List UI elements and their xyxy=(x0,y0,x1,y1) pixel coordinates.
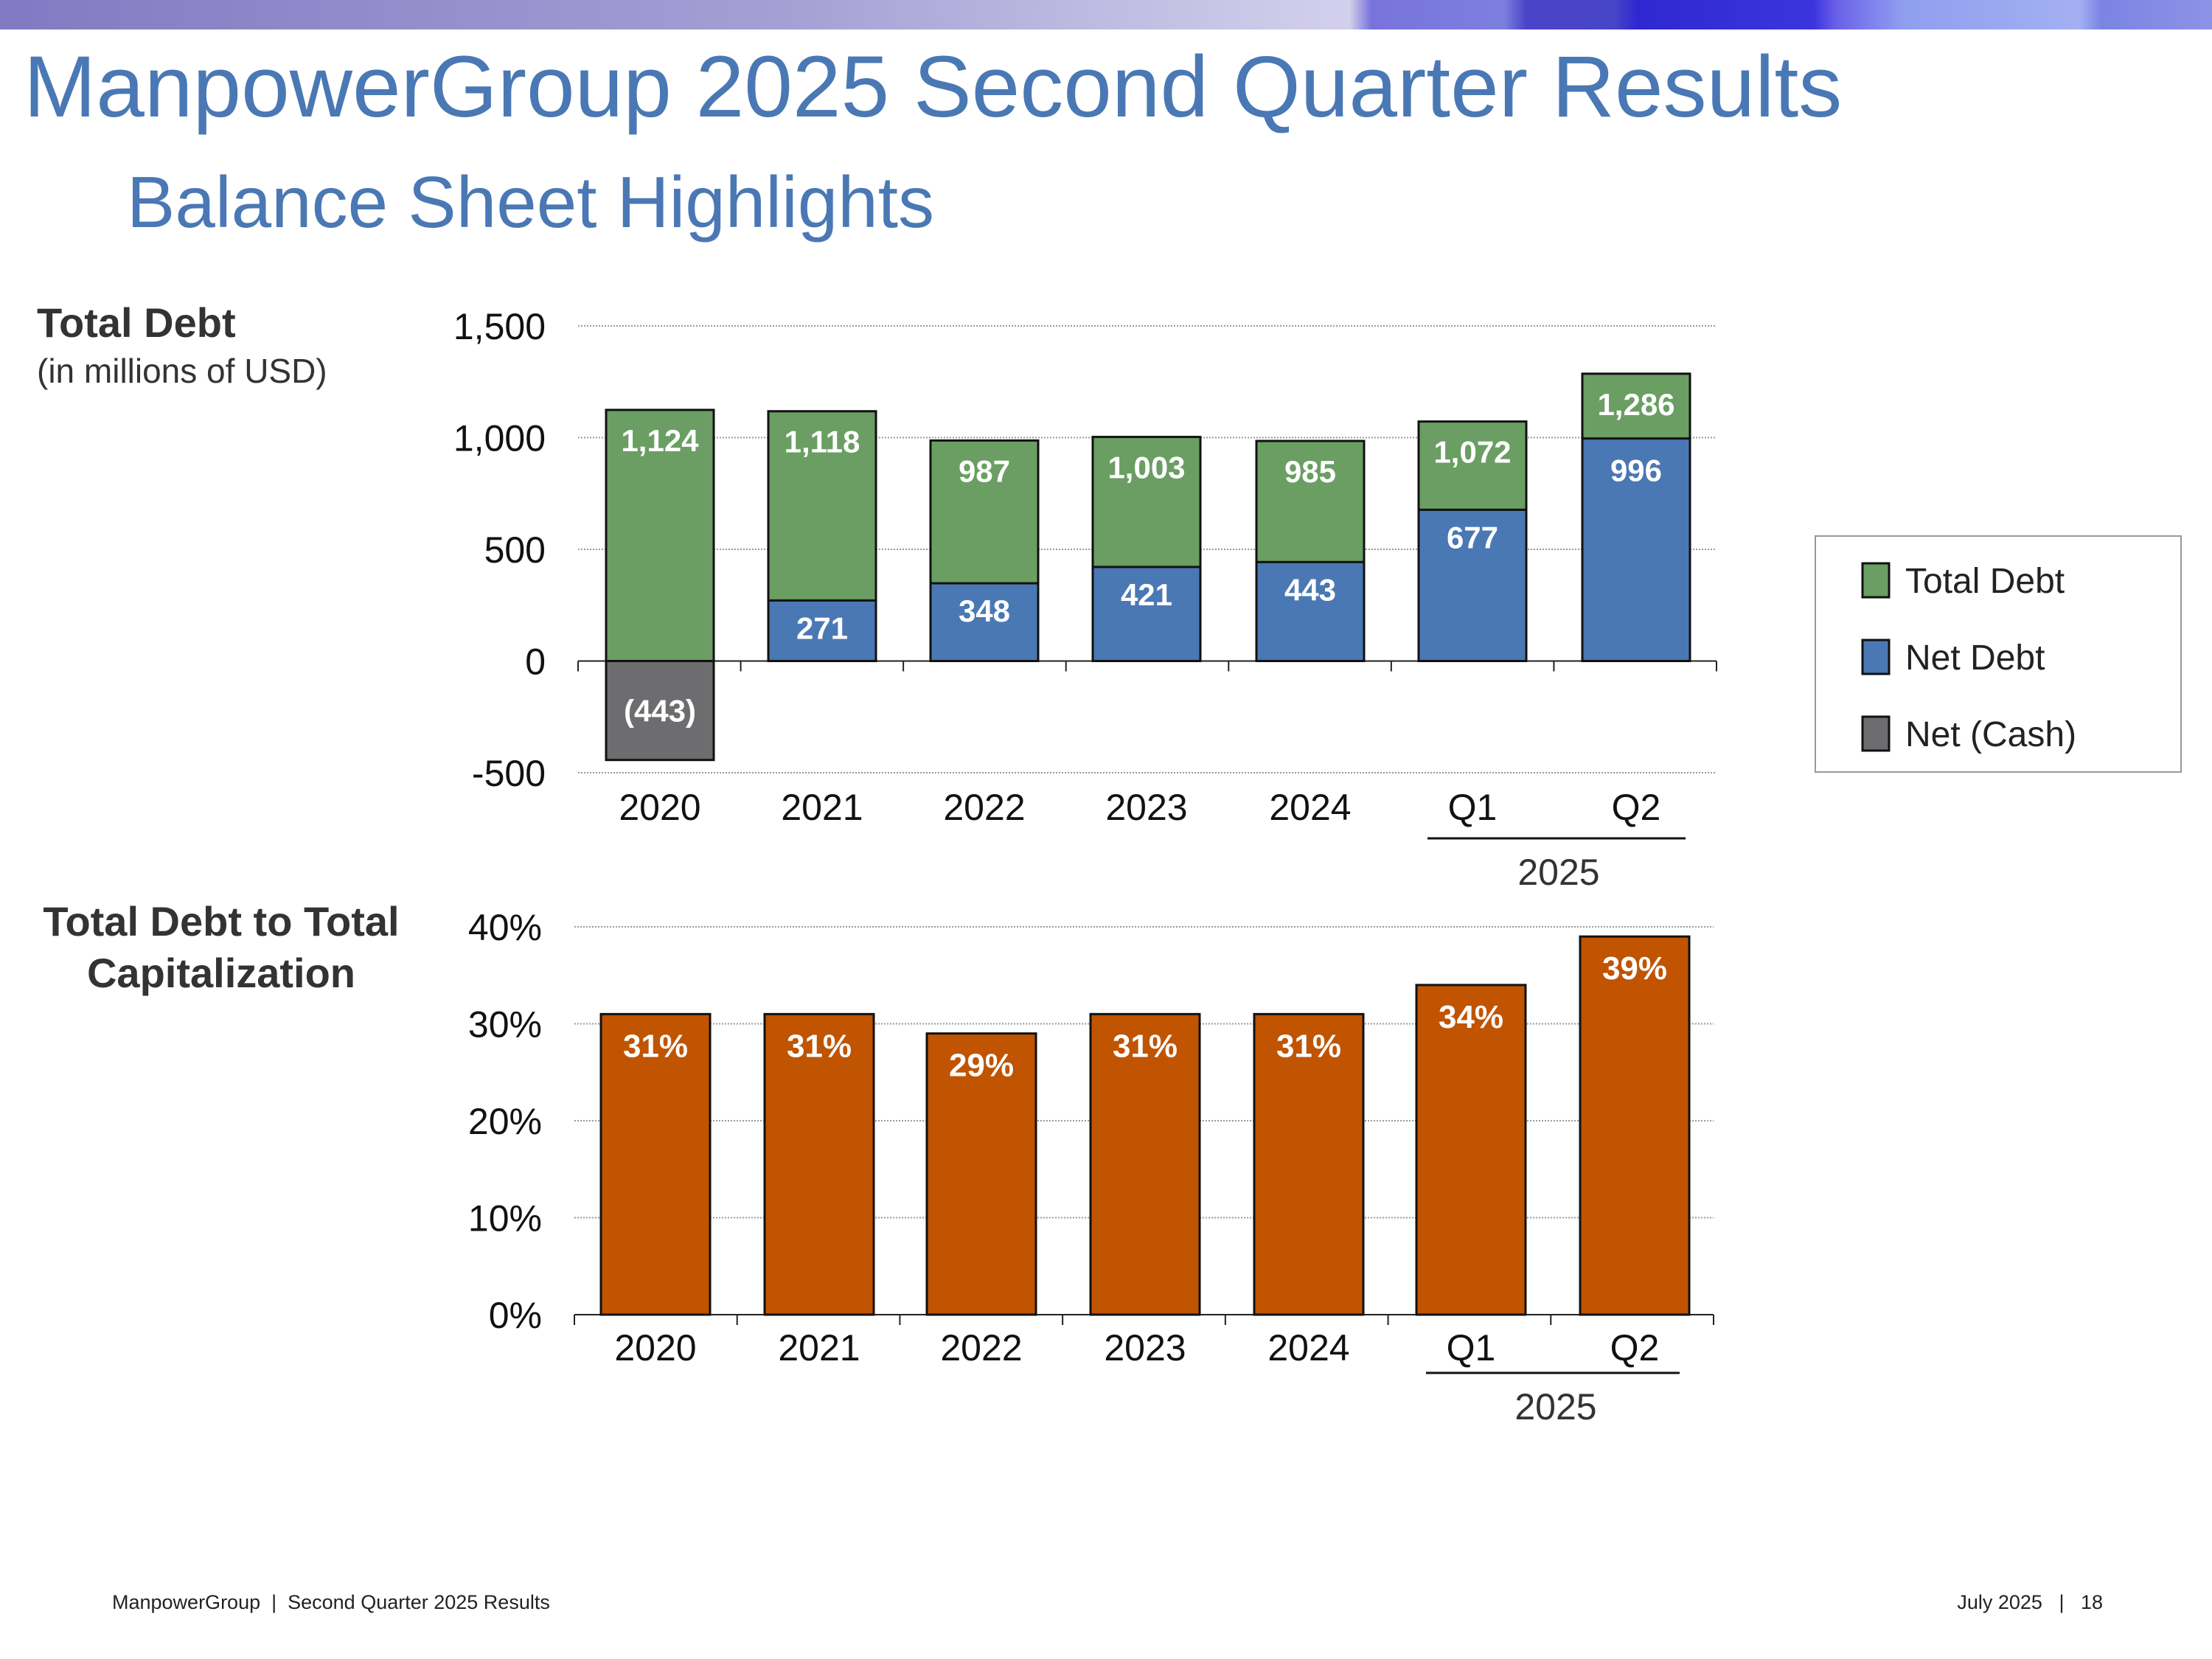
bar-label: 31% xyxy=(623,1028,688,1064)
bar-net-debt xyxy=(1417,508,1528,663)
bar-label-net-debt: 677 xyxy=(1447,520,1498,554)
bar-net-cash xyxy=(605,660,715,762)
bar-label-net-debt: 348 xyxy=(959,594,1010,628)
bar-label-total-debt: 987 xyxy=(959,453,1010,488)
total-debt-heading: Total Debt xyxy=(37,299,236,346)
bar-label-total-debt: 985 xyxy=(1284,454,1336,489)
x-tick-label: 2021 xyxy=(778,1327,860,1368)
bar-net-debt xyxy=(1255,560,1366,662)
legend-swatch xyxy=(1861,562,1891,599)
footer-left: ManpowerGroup | Second Quarter 2025 Resu… xyxy=(112,1591,550,1613)
bar-debt-to-cap xyxy=(599,1012,712,1316)
legend-swatch xyxy=(1861,639,1891,675)
y-tick-label: 20% xyxy=(468,1101,542,1142)
bar-label-total-debt: 1,003 xyxy=(1107,451,1185,485)
x-tick-label: Q2 xyxy=(1610,1327,1660,1368)
bar-label-net-debt: 443 xyxy=(1284,572,1336,607)
legend-label: Total Debt xyxy=(1905,562,2065,601)
bar-label-total-debt: 1,118 xyxy=(785,425,860,459)
page-subtitle: Balance Sheet Highlights xyxy=(127,161,935,243)
y-tick-label: 1,500 xyxy=(453,306,546,347)
bar-label-total-debt: 1,072 xyxy=(1433,435,1511,470)
y-tick-label: 40% xyxy=(468,907,542,948)
x-tick-label: 2022 xyxy=(943,787,1025,828)
bar-net-debt xyxy=(1091,566,1202,663)
bar-net-debt xyxy=(929,582,1040,663)
x-tick-label: 2021 xyxy=(781,787,863,828)
bar-label-net-cash: (443) xyxy=(624,694,696,728)
x-tick-label: 2024 xyxy=(1269,787,1351,828)
x-tick-label: Q1 xyxy=(1447,1327,1496,1368)
x-tick-label: 2023 xyxy=(1105,787,1187,828)
legend-swatch xyxy=(1861,715,1891,752)
bar-label-total-debt: 1,124 xyxy=(621,423,699,458)
y-tick-label: -500 xyxy=(472,753,546,794)
bar-label: 34% xyxy=(1439,999,1503,1035)
footer-right: July 2025 | 18 xyxy=(1957,1591,2103,1613)
bar-label-net-debt: 421 xyxy=(1121,577,1172,612)
x-tick-label: 2024 xyxy=(1267,1327,1349,1368)
legend-label: Net (Cash) xyxy=(1905,715,2076,754)
x-tick-label: 2020 xyxy=(614,1327,696,1368)
bar-debt-to-cap xyxy=(763,1012,875,1316)
bar-debt-to-cap xyxy=(1415,984,1527,1316)
bar-debt-to-cap xyxy=(925,1032,1037,1316)
bar-label: 39% xyxy=(1602,950,1667,987)
bar-label: 31% xyxy=(787,1028,852,1064)
x-tick-label: 2022 xyxy=(940,1327,1022,1368)
bar-debt-to-cap xyxy=(1579,935,1691,1316)
debt-to-cap-heading: Total Debt to Total Capitalization xyxy=(43,898,400,996)
bar-net-debt xyxy=(767,599,877,663)
bar-debt-to-cap xyxy=(1089,1012,1201,1316)
bar-label-net-debt: 271 xyxy=(796,611,848,645)
y-tick-label: 1,000 xyxy=(453,418,546,459)
y-tick-label: 0 xyxy=(525,641,546,683)
bar-total-debt xyxy=(605,408,715,662)
bar-debt-to-cap xyxy=(1253,1012,1365,1316)
y-tick-label: 30% xyxy=(468,1004,542,1046)
x-tick-label: Q1 xyxy=(1448,787,1498,828)
total-debt-label: Total Debt (in millions of USD) xyxy=(37,299,327,391)
top-banner xyxy=(0,0,2212,29)
bar-label-total-debt: 1,286 xyxy=(1597,387,1674,422)
x-tick-label: 2020 xyxy=(619,787,700,828)
y-tick-label: 500 xyxy=(484,529,546,571)
bar-net-debt xyxy=(1581,437,1691,662)
bar-label: 31% xyxy=(1113,1028,1178,1064)
page-title: ManpowerGroup 2025 Second Quarter Result… xyxy=(24,38,1843,136)
bar-label-net-debt: 996 xyxy=(1610,453,1662,488)
x-tick-label: Q2 xyxy=(1612,787,1661,828)
y-tick-label: 0% xyxy=(489,1295,542,1336)
x-tick-label: 2023 xyxy=(1104,1327,1186,1368)
bar-label: 31% xyxy=(1276,1028,1341,1064)
bar-label: 29% xyxy=(949,1048,1014,1084)
group-label: 2025 xyxy=(1514,1386,1596,1427)
total-debt-units: (in millions of USD) xyxy=(37,352,327,390)
legend-label: Net Debt xyxy=(1905,639,2045,678)
group-label: 2025 xyxy=(1517,852,1599,893)
y-tick-label: 10% xyxy=(468,1198,542,1239)
